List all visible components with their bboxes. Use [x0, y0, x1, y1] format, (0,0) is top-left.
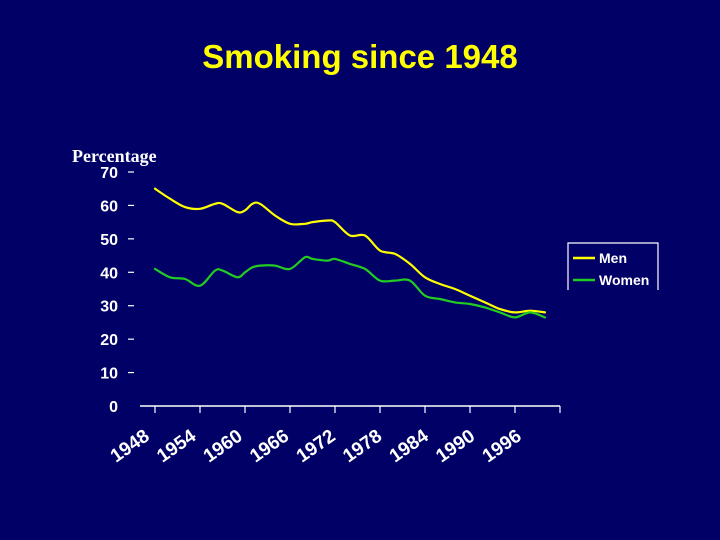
x-tick-label: 1948 [107, 426, 154, 467]
legend-label-women: Women [599, 272, 649, 288]
x-tick-label: 1978 [339, 426, 386, 467]
series-group [153, 187, 547, 319]
legend: Men Women [567, 242, 659, 290]
y-tick-label: 20 [100, 332, 118, 349]
x-tick-label: 1960 [200, 426, 247, 467]
x-tick-label: 1954 [153, 425, 200, 467]
x-tick-label: 1966 [246, 426, 293, 467]
y-tick-label: 70 [100, 165, 118, 182]
x-tick-label: 1972 [293, 426, 340, 467]
legend-label-men: Men [599, 250, 627, 266]
slide-title: Smoking since 1948 [202, 38, 518, 75]
x-tick-label: 1990 [432, 426, 479, 467]
x-tick-label: 1984 [386, 425, 433, 467]
legend-frame [567, 242, 659, 290]
x-tick-label: 1996 [479, 426, 526, 467]
y-tick-label: 60 [100, 198, 118, 215]
x-axis [140, 405, 561, 413]
x-tick-group: 1948 1954 1960 1966 1972 1978 1984 1990 1996 [107, 425, 526, 467]
y-tick-label: 50 [100, 232, 118, 249]
series-line-men [153, 187, 547, 314]
y-tick-group: 0 10 20 30 40 50 60 70 [100, 165, 134, 416]
y-tick-label: 0 [109, 399, 118, 416]
y-axis-title: Percentage [72, 146, 157, 166]
y-tick-label: 40 [100, 265, 118, 282]
y-tick-label: 30 [100, 299, 118, 316]
y-tick-label: 10 [100, 366, 118, 383]
series-line-women [153, 255, 547, 319]
